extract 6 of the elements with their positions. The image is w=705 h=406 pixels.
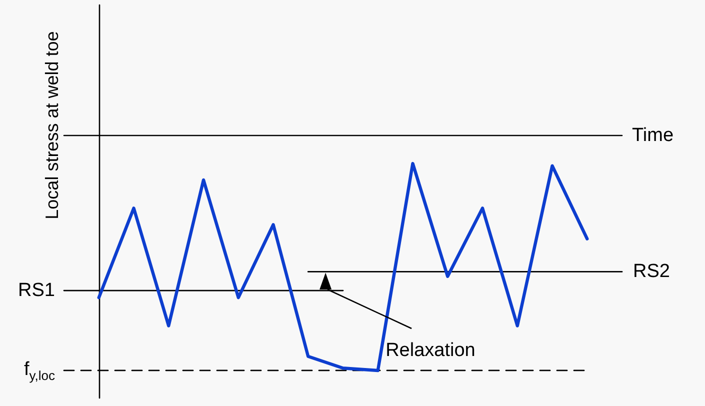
annotation: Relaxation bbox=[386, 340, 476, 362]
series-label: f$_{y,loc}$ bbox=[24, 359, 55, 384]
series-label: RS1 bbox=[18, 280, 55, 302]
x-axis-title: Time bbox=[632, 124, 674, 146]
y-axis-title: Local stress at weld toe bbox=[42, 31, 62, 220]
series-label: RS2 bbox=[633, 260, 670, 283]
